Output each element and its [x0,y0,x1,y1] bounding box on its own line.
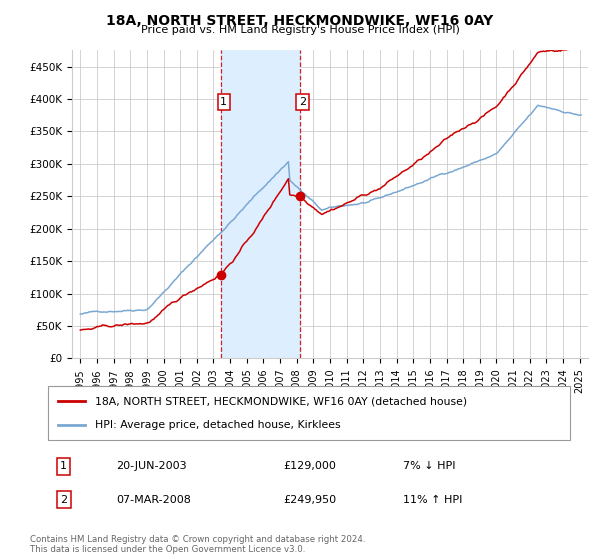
Text: HPI: Average price, detached house, Kirklees: HPI: Average price, detached house, Kirk… [95,419,341,430]
Text: 11% ↑ HPI: 11% ↑ HPI [403,495,463,505]
Bar [221,50,300,358]
Text: 7% ↓ HPI: 7% ↓ HPI [403,461,455,471]
Text: £129,000: £129,000 [283,461,336,471]
Text: £249,950: £249,950 [283,495,336,505]
Text: 1: 1 [220,97,227,108]
Text: 20-JUN-2003: 20-JUN-2003 [116,461,187,471]
Text: 1: 1 [60,461,67,471]
Text: 18A, NORTH STREET, HECKMONDWIKE, WF16 0AY: 18A, NORTH STREET, HECKMONDWIKE, WF16 0A… [106,14,494,28]
Text: 07-MAR-2008: 07-MAR-2008 [116,495,191,505]
Text: 2: 2 [299,97,306,108]
Text: 18A, NORTH STREET, HECKMONDWIKE, WF16 0AY (detached house): 18A, NORTH STREET, HECKMONDWIKE, WF16 0A… [95,396,467,407]
Text: 2: 2 [60,495,67,505]
Text: Price paid vs. HM Land Registry's House Price Index (HPI): Price paid vs. HM Land Registry's House … [140,25,460,35]
Text: Contains HM Land Registry data © Crown copyright and database right 2024.
This d: Contains HM Land Registry data © Crown c… [30,535,365,554]
